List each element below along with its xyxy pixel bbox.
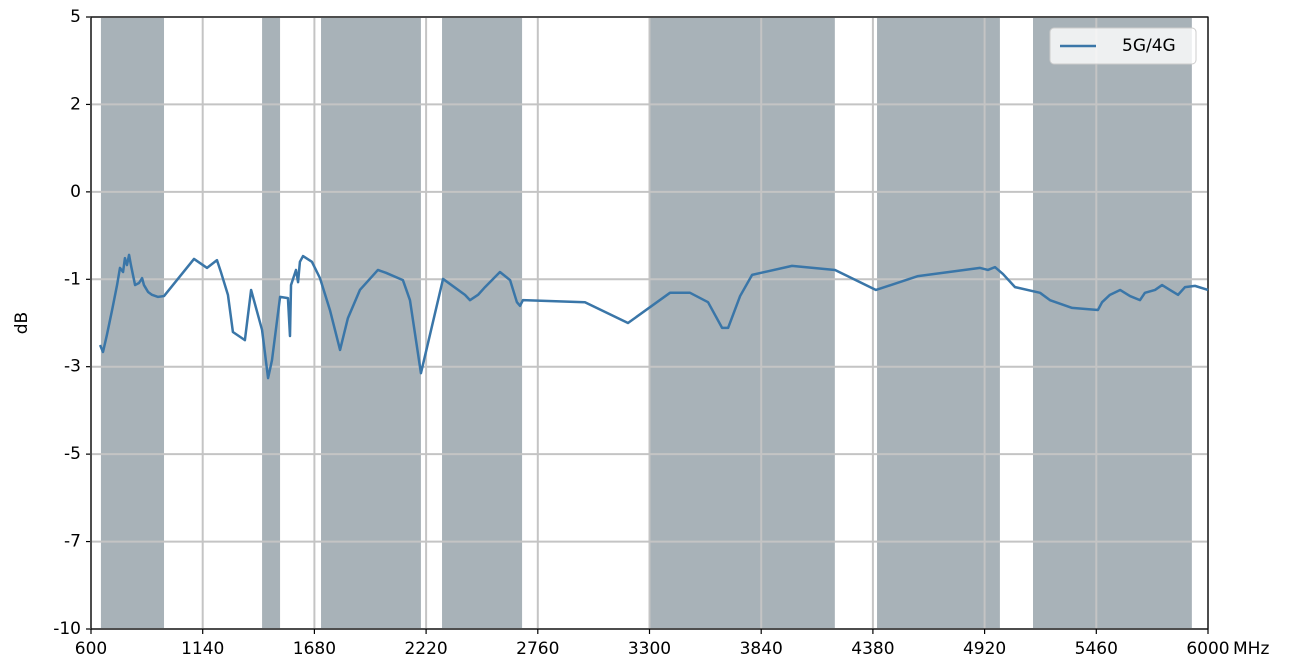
plot-frame <box>90 16 1209 630</box>
y-tick-label: 0 <box>70 182 81 202</box>
y-tick-label: -10 <box>53 619 81 639</box>
band <box>442 17 523 629</box>
y-tick-label: 5 <box>70 7 81 27</box>
legend-label: 5G/4G <box>1122 36 1176 56</box>
x-tick-label: 3300 <box>628 639 671 659</box>
x-tick-label: 6000 <box>1186 639 1229 659</box>
band <box>1033 17 1192 629</box>
band <box>321 17 421 629</box>
x-tick-label: 2760 <box>516 639 559 659</box>
band <box>648 17 835 629</box>
band <box>100 17 165 629</box>
x-tick-label: 3840 <box>740 639 783 659</box>
y-tick-label: -3 <box>64 357 81 377</box>
x-tick-label: 5460 <box>1075 639 1118 659</box>
data-line <box>98 253 1209 380</box>
x-tick-label: 1140 <box>181 639 224 659</box>
legend-box <box>1049 27 1197 65</box>
legend: 5G/4G <box>1049 27 1197 65</box>
y-tick-label: -7 <box>64 532 81 552</box>
x-tick-label: 4380 <box>851 639 894 659</box>
x-tick-label: 4920 <box>963 639 1006 659</box>
y-tick-label: -5 <box>64 444 81 464</box>
x-tick-label: 1680 <box>293 639 336 659</box>
x-axis-label: MHz <box>1233 639 1269 659</box>
band <box>262 17 281 629</box>
band <box>877 17 1000 629</box>
y-tick-label: -1 <box>64 269 81 289</box>
y-tick-label: 2 <box>70 94 81 114</box>
x-tick-label: 600 <box>75 639 107 659</box>
y-axis-label: dB <box>12 312 32 334</box>
x-tick-label: 2220 <box>404 639 447 659</box>
